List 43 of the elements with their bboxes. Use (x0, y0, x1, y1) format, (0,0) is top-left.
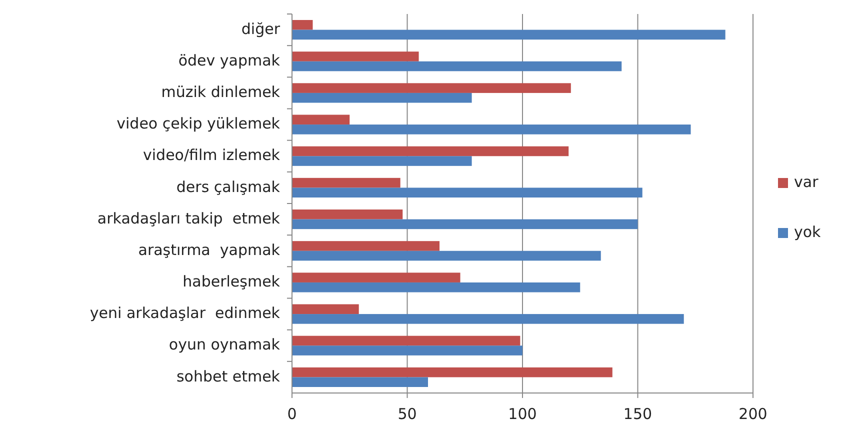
y-tick-label: sohbet etmek (176, 367, 280, 386)
bar (292, 250, 601, 261)
y-tick-label: oyun oynamak (168, 336, 280, 354)
legend-label: yok (794, 223, 822, 242)
bar (292, 282, 580, 292)
y-tick-label: araştırma yapmak (138, 240, 280, 259)
y-tick-label: video/film izlemek (143, 146, 280, 164)
bar (292, 219, 638, 230)
bar (292, 30, 726, 40)
legend-label: var (794, 173, 820, 192)
y-tick-label: ödev yapmak (178, 51, 280, 70)
x-tick-label: 150 (623, 405, 652, 423)
y-tick-label: haberleşmek (182, 272, 280, 291)
bar (292, 336, 520, 346)
bar (292, 124, 691, 134)
y-tick-label: arkadaşları takip etmek (97, 209, 280, 228)
bar (292, 272, 460, 282)
bar (292, 241, 440, 251)
bar (292, 92, 472, 103)
bar (292, 188, 642, 198)
bar (292, 377, 428, 387)
y-tick-label: ders çalışmak (176, 178, 280, 196)
bar (292, 156, 472, 166)
y-tick-label: müzik dinlemek (161, 83, 280, 102)
bar (292, 367, 612, 378)
bar (292, 83, 571, 93)
x-tick-label: 100 (508, 405, 537, 423)
bar (292, 314, 684, 324)
bar (292, 178, 400, 188)
bar (292, 146, 569, 156)
bar (292, 20, 313, 30)
bar (292, 52, 419, 62)
x-tick-label: 50 (398, 405, 417, 423)
bar (292, 114, 350, 125)
bar (292, 304, 359, 314)
y-tick-label: yeni arkadaşlar edinmek (90, 304, 280, 322)
y-tick-label: diğer (241, 20, 281, 38)
bar (292, 210, 403, 220)
x-tick-label: 200 (738, 405, 768, 423)
bar (292, 346, 522, 356)
bar (292, 61, 622, 72)
y-tick-label: video çekip yüklemek (116, 114, 280, 133)
x-tick-label: 0 (287, 405, 297, 423)
